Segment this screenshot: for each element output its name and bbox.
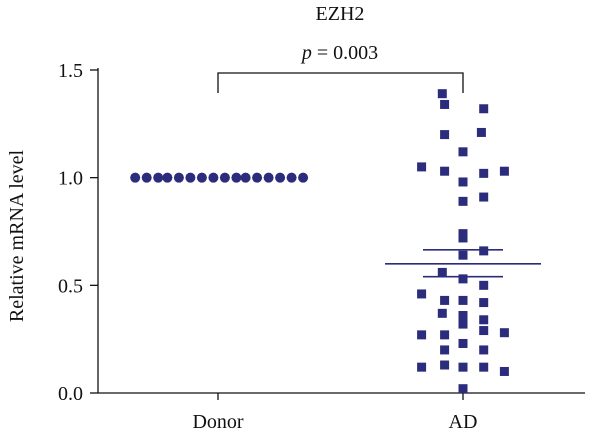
x-ticks: Donor AD [192,393,477,433]
data-point [437,267,447,277]
data-point [479,345,489,355]
x-tick-label: AD [449,411,478,433]
data-point [196,172,207,183]
data-point [458,295,468,305]
data-point [499,328,509,338]
data-point [208,172,219,183]
data-point [458,177,468,187]
data-point [479,192,489,202]
data-point [286,172,297,183]
data-point [458,310,468,320]
data-point [458,338,468,348]
data-point [417,289,427,299]
data-point [479,362,489,372]
data-point [479,246,489,256]
data-point [458,233,468,243]
data-point [440,130,450,140]
data-point [458,147,468,157]
data-point [185,172,196,183]
data-point [479,298,489,308]
data-point [499,166,509,176]
data-point [153,172,164,183]
data-point [499,366,509,376]
series-donor [130,172,309,183]
p-value-symbol: p [300,42,312,64]
data-point [298,172,309,183]
data-point [440,99,450,109]
data-point [458,196,468,206]
data-point [252,172,263,183]
significance-bracket [217,72,464,93]
data-point [476,127,486,137]
data-point [231,172,242,183]
p-value-annotation: p = 0.003 [300,42,378,64]
data-point [479,326,489,336]
data-point [458,274,468,284]
x-tick-label: Donor [192,411,243,433]
data-point [130,172,141,183]
data-point [440,360,450,370]
data-point [458,250,468,260]
data-point [479,280,489,290]
data-point [440,295,450,305]
data-point [263,172,274,183]
data-point [141,172,152,183]
y-tick-label: 1.5 [58,60,83,82]
data-point [458,319,468,329]
y-axis-label: Relative mRNA level [6,149,28,322]
data-point [458,384,468,394]
data-point [240,172,251,183]
y-ticks: 0.0 0.5 1.0 1.5 [58,60,98,405]
p-value-text: = 0.003 [312,42,378,64]
data-point [440,166,450,176]
data-point [437,308,447,318]
data-point [458,362,468,372]
data-point [417,330,427,340]
y-tick-label: 0.0 [58,383,83,405]
data-point [437,89,447,99]
data-point [219,172,230,183]
data-point [479,168,489,178]
data-point [173,172,184,183]
series-ad [385,89,541,394]
data-point [479,104,489,114]
y-tick-label: 0.5 [58,275,83,297]
data-point [479,315,489,325]
data-point [162,172,173,183]
data-point [440,330,450,340]
data-point [417,162,427,172]
data-point [275,172,286,183]
data-point [440,345,450,355]
chart-title: EZH2 [316,3,365,25]
data-marks [130,89,541,394]
y-tick-label: 1.0 [58,168,83,190]
data-point [417,362,427,372]
